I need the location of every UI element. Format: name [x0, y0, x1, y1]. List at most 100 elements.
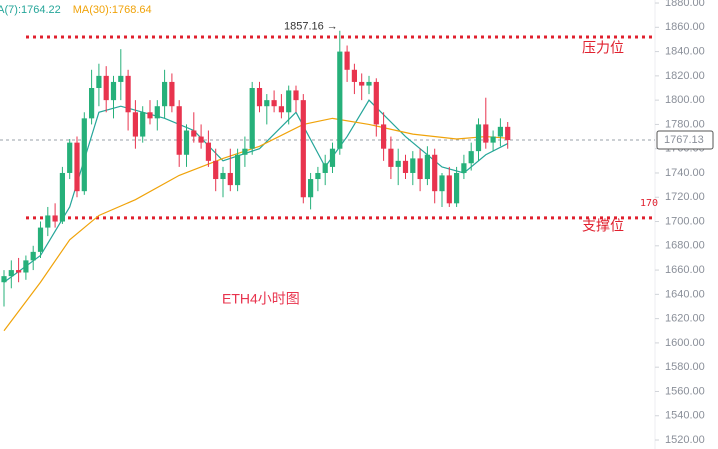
y-tick-label: 1680.00 [665, 240, 705, 252]
candle-body [249, 88, 255, 149]
y-tick-label: 1580.00 [665, 361, 705, 373]
candle-body [220, 172, 226, 180]
candle-body [308, 179, 314, 198]
candle-body [278, 106, 284, 113]
y-tick-label: 1660.00 [665, 264, 705, 276]
candle-body [490, 136, 496, 143]
candle-body [183, 130, 190, 155]
candle-body [395, 160, 401, 167]
candle-body [1, 276, 7, 283]
candle-body [256, 88, 263, 107]
candle-body [271, 100, 277, 107]
candle-body [410, 158, 416, 173]
candle-body [388, 148, 394, 167]
y-tick-label: 1820.00 [665, 70, 705, 82]
y-tick-label: 1620.00 [665, 313, 705, 325]
candle-body [446, 175, 452, 204]
y-tick-label: 1840.00 [665, 45, 705, 57]
candle-body [483, 124, 489, 143]
candle-body [468, 151, 474, 164]
side-note: 170 [640, 198, 658, 209]
candle-body [373, 81, 379, 125]
candle-body [264, 100, 270, 107]
candle-body [23, 260, 29, 273]
candle-body [125, 75, 131, 113]
ma-line [3, 117, 508, 332]
candle-body [81, 118, 87, 192]
candle-body [461, 163, 467, 173]
candle-body [454, 172, 460, 204]
y-tick-label: 1860.00 [665, 21, 705, 33]
candle-body [351, 69, 357, 82]
candle-body [424, 154, 430, 180]
candle-body [439, 175, 445, 192]
candle-body [8, 270, 14, 277]
candle-body [96, 75, 102, 89]
candle-body [118, 75, 124, 82]
candle-body [176, 106, 182, 155]
candle-body [162, 81, 168, 107]
candle-body [286, 90, 292, 113]
chart-title: ETH4小时图 [222, 291, 300, 307]
candle-body [366, 81, 372, 86]
y-tick-label: 1740.00 [665, 167, 705, 179]
candle-body [45, 215, 51, 228]
y-tick-label: 1540.00 [665, 410, 705, 422]
y-tick-label: 1640.00 [665, 288, 705, 300]
y-tick-label: 1700.00 [665, 215, 705, 227]
last-price-label: 1767.13 [664, 134, 704, 146]
candle-body [89, 88, 95, 119]
candle-body [154, 106, 160, 119]
candle-body [227, 172, 233, 186]
y-tick-label: 1880.00 [665, 0, 705, 9]
candle-body [132, 112, 138, 137]
candle-body [505, 126, 511, 141]
candle-body [432, 154, 438, 192]
y-tick-label: 1800.00 [665, 94, 705, 106]
peak-label: 1857.16 → [284, 21, 338, 33]
candle-body [74, 142, 80, 192]
candle-body [213, 160, 219, 180]
ma-line [3, 99, 508, 283]
candle-body [315, 172, 321, 180]
ma-legend: MA(7):1764.22 [0, 4, 61, 16]
price-axis-bg [655, 0, 718, 449]
y-tick-label: 1780.00 [665, 118, 705, 130]
candle-body [322, 163, 328, 173]
level-label: 压力位 [582, 40, 624, 56]
candle-body [59, 172, 65, 222]
candle-body [110, 81, 117, 101]
y-tick-label: 1600.00 [665, 337, 705, 349]
candle-body [37, 227, 44, 252]
candle-body [344, 51, 350, 70]
candle-body [242, 148, 248, 155]
candle-body [293, 90, 299, 101]
ma-legend: MA(30):1768.64 [73, 4, 152, 16]
candle-body [235, 154, 241, 186]
candle-body [191, 130, 197, 137]
candle-body [140, 112, 146, 137]
level-label: 支撑位 [582, 218, 624, 234]
candle-body [67, 142, 73, 173]
candle-body [52, 215, 58, 222]
candle-body [337, 51, 343, 149]
candle-body [329, 148, 336, 167]
y-tick-label: 1520.00 [665, 434, 705, 446]
last-price-tag [656, 130, 714, 150]
candle-body [147, 112, 153, 119]
candle-body [205, 142, 211, 161]
y-tick-label: 1560.00 [665, 385, 705, 397]
candle-body [381, 124, 387, 149]
candle-body [30, 251, 36, 261]
y-tick-label: 1720.00 [665, 191, 705, 203]
candle-body [169, 81, 175, 107]
candle-body [497, 126, 503, 137]
price-axis: 1520.00 1540.00 1560.00 1580.00 1600.00 1620.… [655, 0, 714, 446]
candle-body [359, 81, 365, 86]
candle-body [402, 160, 409, 173]
candle-body [475, 124, 482, 152]
candle-body [198, 136, 204, 143]
